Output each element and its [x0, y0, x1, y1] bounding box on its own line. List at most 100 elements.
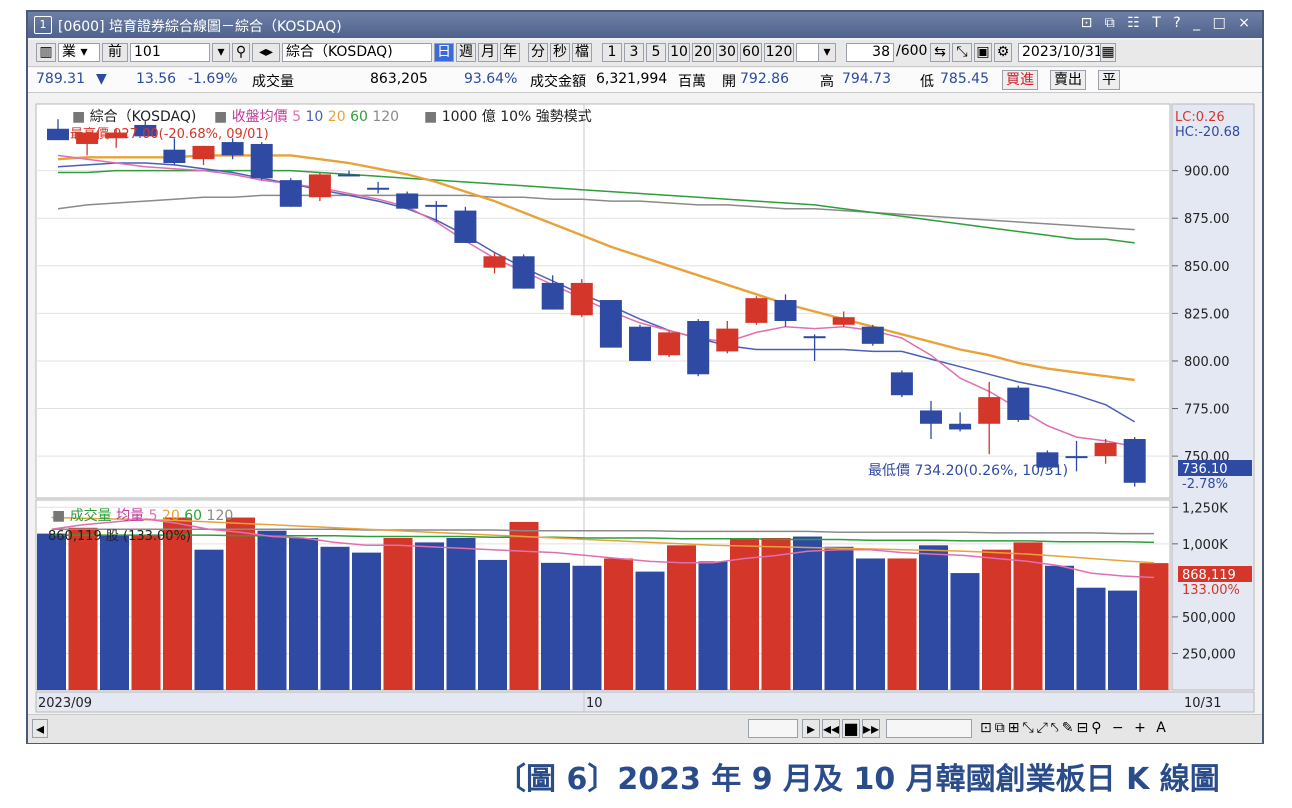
- flat-button[interactable]: 平: [1098, 70, 1120, 90]
- volume-bar-21: [698, 561, 728, 690]
- scroll-bar[interactable]: ◂ ▸ ◂◂ ■ ▸▸ ⊡⧉⊞⤡⤢⤣✎⊟⚲ − + A: [28, 714, 1262, 743]
- scroll-left-icon[interactable]: ◂: [32, 719, 48, 738]
- axis-panel: [1171, 103, 1255, 691]
- vol_ma20-line: [51, 516, 1155, 564]
- industry-select[interactable]: 業 ▾: [58, 43, 100, 62]
- volume-note: 860,119 股 (133.00%): [48, 529, 191, 544]
- volume-tick-label-1: 500,000: [1182, 611, 1236, 626]
- price-tick-label-4: 850.00: [1184, 260, 1230, 275]
- candle-body-14: [454, 210, 477, 243]
- volume-last-pct: 133.00%: [1182, 583, 1240, 598]
- lowest-price-note: 最低價 734.20(0.26%, 10/31): [868, 462, 1068, 479]
- volume-bar-23: [761, 538, 791, 690]
- period-minute[interactable]: 分: [528, 43, 548, 62]
- custom-minute-dropdown-icon[interactable]: ▾: [818, 43, 836, 62]
- candle-body-4: [163, 149, 186, 164]
- candle-body-17: [541, 282, 564, 310]
- speed-slider[interactable]: [886, 719, 972, 738]
- candle-body-36: [1094, 442, 1117, 457]
- minute-120[interactable]: 120: [764, 43, 794, 62]
- volume-value: 863,205: [370, 71, 428, 87]
- period-tick[interactable]: 檔: [572, 43, 592, 62]
- stop-icon[interactable]: ■: [842, 719, 860, 738]
- candle-body-31: [949, 423, 972, 430]
- price-tick-label-6: 900.00: [1184, 165, 1230, 180]
- volume-bar-5: [194, 549, 224, 690]
- sell-button[interactable]: 賣出: [1050, 70, 1086, 90]
- window-number-icon: 1: [34, 16, 52, 34]
- arrow-nav-icon[interactable]: ◂▸: [252, 43, 280, 62]
- period-second[interactable]: 秒: [550, 43, 570, 62]
- open-label: 開: [722, 74, 736, 90]
- candlestick-chart: 750.00775.00800.00825.00850.00875.00900.…: [35, 103, 1255, 713]
- chart-type-icon[interactable]: ▥: [36, 43, 56, 62]
- volume-legend: ■ 成交量 均量 5 20 60 120: [52, 507, 233, 524]
- volume-bar-1: [68, 527, 98, 690]
- chart-window: 1 [0600] 培育證券綜合線圖－綜合（KOSDAQ) ⊡ ⧉ ☷ T ? _…: [26, 10, 1264, 744]
- minute-20[interactable]: 20: [692, 43, 714, 62]
- candle-body-3: [134, 124, 157, 137]
- ma10-line: [57, 162, 1136, 423]
- period-month[interactable]: 月: [478, 43, 498, 62]
- candle-body-10: [338, 174, 360, 177]
- minute-3[interactable]: 3: [624, 43, 644, 62]
- candle-body-35: [1065, 456, 1088, 459]
- code-dropdown-icon[interactable]: ▾: [212, 43, 230, 62]
- ma20-line: [57, 154, 1135, 382]
- volume-bar-16: [541, 562, 570, 690]
- candle-body-24: [745, 298, 768, 323]
- minute-5[interactable]: 5: [646, 43, 666, 62]
- gear-icon[interactable]: ⚙: [994, 43, 1012, 62]
- count-max: /600: [896, 43, 928, 59]
- volume-bar-18: [604, 558, 633, 690]
- volume-bar-32: [1045, 565, 1074, 690]
- volume-bar-25: [824, 546, 854, 690]
- ma60-line: [58, 169, 1135, 244]
- code-input[interactable]: 101: [130, 43, 210, 62]
- period-year[interactable]: 年: [500, 43, 520, 62]
- volume-bar-26: [856, 558, 885, 690]
- draw-icon[interactable]: ⤡: [952, 43, 972, 62]
- candle-body-19: [599, 300, 622, 348]
- forward-icon[interactable]: ▸▸: [862, 719, 880, 738]
- compare-icon[interactable]: ⇆: [930, 43, 950, 62]
- candle-body-34: [1036, 452, 1059, 468]
- minute-1[interactable]: 1: [602, 43, 622, 62]
- prev-button[interactable]: 前: [102, 43, 128, 62]
- minute-10[interactable]: 10: [668, 43, 690, 62]
- vol_ma5-line: [51, 518, 1155, 579]
- minute-60[interactable]: 60: [740, 43, 762, 62]
- candle-body-33: [1007, 387, 1030, 420]
- count-input[interactable]: 38: [846, 43, 894, 62]
- minute-30[interactable]: 30: [716, 43, 738, 62]
- drawing-tools-icon[interactable]: ⊡⧉⊞⤡⤢⤣✎⊟⚲ − + A: [980, 720, 1169, 736]
- candle-body-26: [803, 336, 826, 339]
- save-icon[interactable]: ▣: [974, 43, 992, 62]
- candle-body-30: [920, 410, 942, 424]
- buy-button[interactable]: 買進: [1002, 70, 1038, 90]
- x-label-mid: 10: [586, 696, 603, 711]
- search-icon[interactable]: ⚲: [232, 43, 250, 62]
- volume-bar-2: [100, 535, 129, 690]
- play-icon[interactable]: ▸: [802, 719, 820, 738]
- period-week[interactable]: 週: [456, 43, 476, 62]
- candle-body-16: [512, 256, 535, 289]
- rewind-icon[interactable]: ◂◂: [822, 719, 840, 738]
- scroll-thumb[interactable]: [748, 719, 798, 738]
- market-field[interactable]: 綜合（KOSDAQ): [282, 43, 432, 62]
- calendar-icon[interactable]: ▦: [1100, 43, 1116, 62]
- candle-body-6: [221, 142, 244, 156]
- volume-bar-14: [478, 559, 507, 690]
- volume-bar-20: [667, 545, 696, 690]
- volume-ratio: 93.64%: [464, 71, 518, 87]
- vol_ma120-line: [51, 528, 1154, 535]
- candle-body-11: [367, 187, 390, 190]
- candle-body-0: [47, 128, 69, 141]
- window-controls[interactable]: ⊡ ⧉ ☷ T ? _ □ ×: [1080, 15, 1254, 31]
- volume-bar-0: [37, 533, 66, 690]
- amount-label: 成交金額: [530, 74, 586, 90]
- volume-bar-3: [131, 535, 161, 690]
- candle-body-2: [105, 132, 128, 139]
- volume-bar-27: [887, 558, 917, 690]
- period-day[interactable]: 日: [434, 43, 454, 62]
